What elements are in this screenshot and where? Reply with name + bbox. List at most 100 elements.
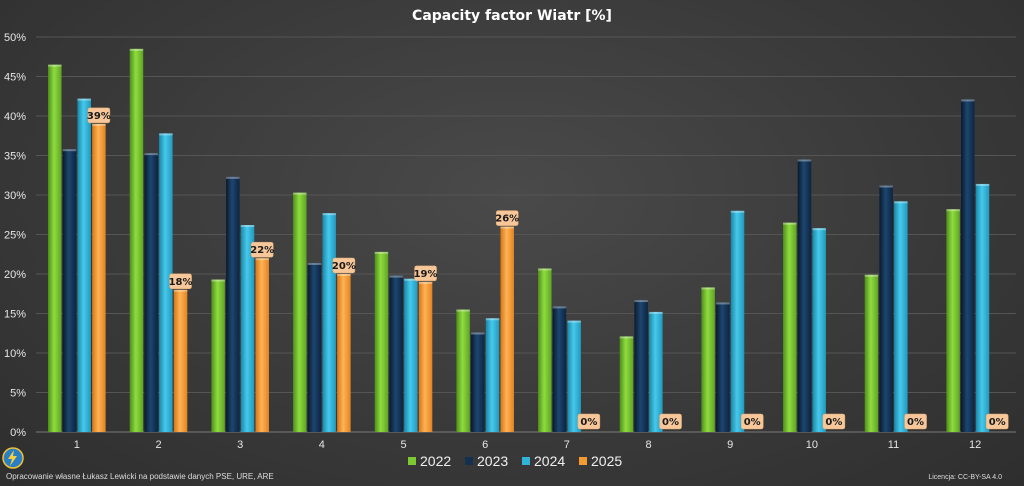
x-tick-label: 12 bbox=[969, 439, 981, 451]
bar-2024-8 bbox=[649, 311, 663, 432]
bar-highlight bbox=[716, 302, 730, 305]
bar-highlight bbox=[159, 133, 173, 136]
bar-highlight bbox=[864, 274, 879, 277]
data-label: 22% bbox=[250, 245, 274, 256]
data-label-bg bbox=[169, 273, 192, 290]
y-tick-label: 0% bbox=[10, 427, 26, 439]
license-note: Licencja: CC-BY-SA 4.0 bbox=[928, 474, 1002, 481]
y-tick-label: 5% bbox=[10, 388, 26, 400]
bar-highlight bbox=[144, 153, 158, 156]
source-note: Opracowanie własne Łukasz Lewicki na pod… bbox=[6, 472, 274, 481]
bar-highlight bbox=[374, 251, 389, 254]
data-label-bg bbox=[332, 257, 356, 274]
bar-2023-4 bbox=[307, 262, 322, 432]
bar-highlight bbox=[552, 306, 567, 309]
bar-highlight bbox=[649, 311, 663, 314]
bar-groups bbox=[48, 48, 990, 433]
x-tick-label: 8 bbox=[645, 439, 651, 451]
data-label: 18% bbox=[169, 277, 193, 288]
legend-swatch-2024 bbox=[522, 457, 530, 465]
bar-highlight bbox=[129, 48, 144, 51]
bar-highlight bbox=[389, 275, 403, 278]
bar-2025-4 bbox=[337, 274, 351, 432]
grid-lines bbox=[36, 36, 1016, 433]
x-tick-label: 10 bbox=[806, 439, 818, 451]
lightning-bolt-icon bbox=[2, 447, 24, 469]
y-tick-label: 15% bbox=[4, 309, 26, 321]
y-tick-label: 10% bbox=[4, 348, 26, 360]
bar-highlight bbox=[500, 226, 514, 229]
bar-2025-6 bbox=[500, 226, 514, 432]
bar-2024-11 bbox=[894, 201, 908, 432]
bar-highlight bbox=[538, 268, 552, 271]
bar-2022-5 bbox=[374, 251, 389, 432]
bar-highlight bbox=[173, 289, 188, 292]
legend-label-2022: 2022 bbox=[420, 453, 451, 469]
bar-2022-3 bbox=[211, 279, 225, 432]
legend-swatch-2023 bbox=[465, 457, 473, 465]
bar-highlight bbox=[894, 201, 908, 204]
bar-2023-5 bbox=[389, 275, 403, 432]
y-tick-label: 45% bbox=[4, 72, 26, 84]
bar-highlight bbox=[418, 281, 433, 284]
bar-highlight bbox=[730, 210, 745, 213]
data-label: 0% bbox=[989, 417, 1006, 428]
x-tick-label: 2 bbox=[155, 439, 161, 451]
bar-2025-1 bbox=[92, 123, 106, 433]
bar-highlight bbox=[62, 149, 77, 152]
data-label: 19% bbox=[414, 269, 438, 280]
bar-2025-5 bbox=[418, 281, 433, 432]
x-tick-label: 6 bbox=[482, 439, 488, 451]
x-tick-label: 3 bbox=[237, 439, 243, 451]
legend-swatch-2025 bbox=[579, 457, 587, 465]
bar-2023-6 bbox=[471, 332, 485, 432]
bar-highlight bbox=[946, 209, 960, 212]
bar-highlight bbox=[485, 318, 500, 321]
bar-2022-10 bbox=[783, 222, 797, 432]
data-label-bg bbox=[985, 413, 1009, 430]
x-tick-label: 5 bbox=[400, 439, 406, 451]
y-tick-label: 35% bbox=[4, 151, 26, 163]
bar-highlight bbox=[783, 222, 797, 225]
bar-2022-11 bbox=[864, 274, 879, 432]
data-label-bg bbox=[577, 413, 601, 430]
legend-label-2025: 2025 bbox=[591, 453, 622, 469]
bar-2024-3 bbox=[240, 225, 255, 432]
data-labels: 39% 18% 22% 20% 19% 26% 0% 0% 0% 0% 0% 0% bbox=[87, 107, 1009, 430]
data-label: 0% bbox=[662, 417, 679, 428]
bar-2022-8 bbox=[619, 336, 634, 432]
bar-2022-12 bbox=[946, 209, 960, 432]
bar-highlight bbox=[240, 225, 255, 228]
data-label: 39% bbox=[87, 111, 111, 122]
x-tick-label: 9 bbox=[727, 439, 733, 451]
bar-highlight bbox=[975, 183, 990, 186]
bar-highlight bbox=[226, 176, 240, 179]
x-tick-label: 4 bbox=[319, 439, 325, 451]
legend-label-2024: 2024 bbox=[534, 453, 565, 469]
bar-2022-9 bbox=[701, 287, 715, 432]
y-tick-label: 25% bbox=[4, 230, 26, 242]
bar-2022-4 bbox=[293, 192, 307, 432]
bar-2024-12 bbox=[975, 183, 990, 432]
chart-title: Capacity factor Wiatr [%] bbox=[412, 8, 612, 24]
y-tick-label: 40% bbox=[4, 111, 26, 123]
bar-2024-10 bbox=[812, 228, 826, 432]
data-label-bg bbox=[87, 107, 111, 124]
bar-2023-10 bbox=[797, 159, 812, 432]
data-label-bg bbox=[740, 413, 764, 430]
bar-highlight bbox=[797, 159, 812, 162]
bar-highlight bbox=[812, 228, 826, 231]
data-label: 0% bbox=[907, 417, 924, 428]
bar-highlight bbox=[337, 274, 351, 276]
x-tick-label: 1 bbox=[74, 439, 80, 451]
bar-2022-6 bbox=[456, 309, 470, 432]
bar-highlight bbox=[322, 213, 336, 216]
x-tick-label: 11 bbox=[888, 439, 899, 451]
bar-2024-5 bbox=[404, 278, 418, 432]
data-label: 20% bbox=[332, 261, 356, 272]
bar-2024-1 bbox=[77, 98, 91, 433]
bar-highlight bbox=[255, 258, 269, 261]
legend-label-2023: 2023 bbox=[477, 453, 508, 469]
data-label-bg bbox=[904, 413, 927, 430]
